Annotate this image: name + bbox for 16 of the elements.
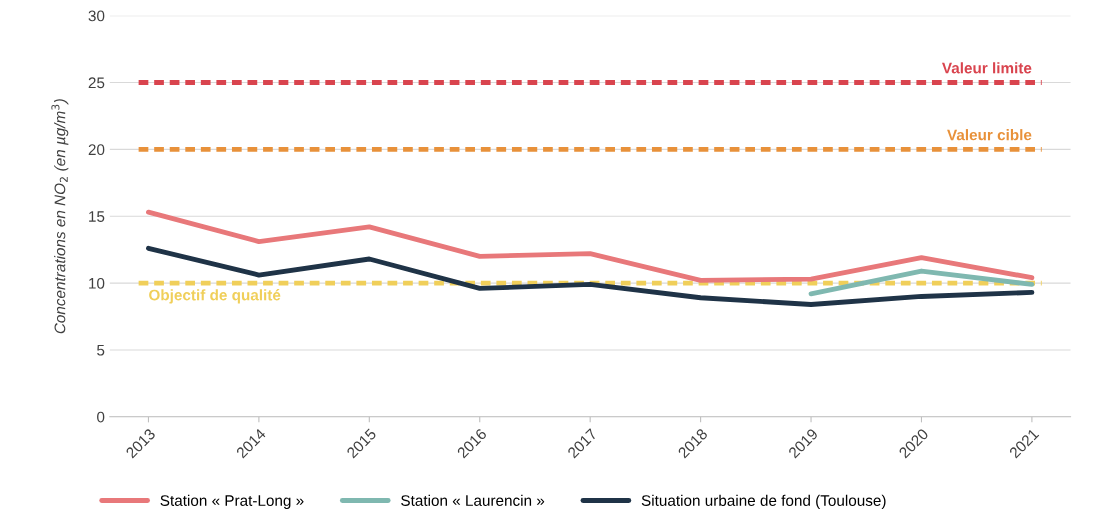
ref-line-label: Valeur cible [947, 129, 1032, 141]
y-tick-label: 20 [88, 144, 105, 156]
y-tick-label: 10 [89, 277, 105, 289]
legend-label: Situation urbaine de fond (Toulouse) [641, 494, 886, 509]
legend-label: Station « Prat-Long » [160, 494, 304, 509]
y-tick-label: 0 [97, 411, 105, 423]
ref-line-label: Objectif de qualité [149, 289, 281, 304]
y-axis-title: Concentrations en NO$_{2}$ (en µg/m$^{3}$) [51, 99, 69, 334]
y-tick-label: 15 [89, 211, 105, 222]
y-tick-label: 5 [97, 344, 105, 356]
ref-line-label: Valeur limite [941, 62, 1032, 74]
legend-label: Station « Laurencin » [401, 494, 545, 506]
line-series [146, 245, 1035, 307]
y-tick-label: 30 [88, 10, 105, 22]
line-series [146, 209, 1035, 283]
y-tick-label: 25 [88, 77, 105, 89]
